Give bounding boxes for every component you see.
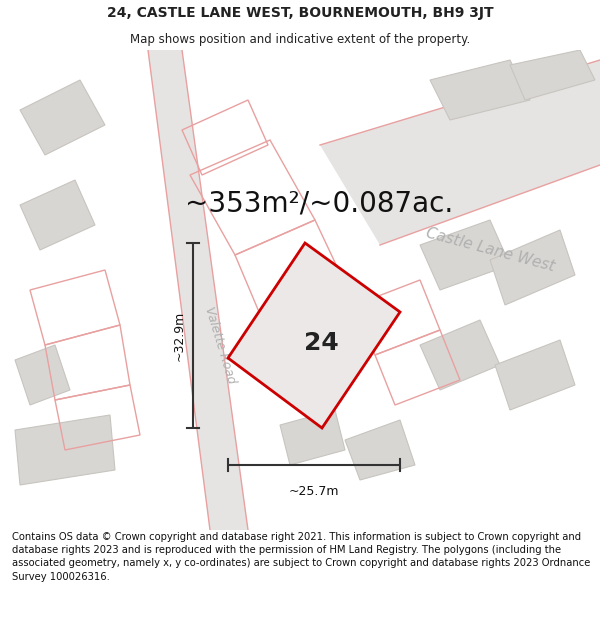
Polygon shape — [495, 340, 575, 410]
Polygon shape — [510, 50, 595, 100]
Polygon shape — [280, 410, 345, 465]
Text: Castle Lane West: Castle Lane West — [424, 226, 556, 274]
Polygon shape — [148, 50, 248, 530]
Text: 24, CASTLE LANE WEST, BOURNEMOUTH, BH9 3JT: 24, CASTLE LANE WEST, BOURNEMOUTH, BH9 3… — [107, 6, 493, 19]
Polygon shape — [20, 80, 105, 155]
Polygon shape — [420, 320, 500, 390]
Text: ~32.9m: ~32.9m — [173, 311, 185, 361]
Polygon shape — [345, 420, 415, 480]
Text: ~353m²/~0.087ac.: ~353m²/~0.087ac. — [185, 189, 453, 217]
Text: 24: 24 — [304, 331, 339, 355]
Polygon shape — [420, 220, 510, 290]
Polygon shape — [15, 415, 115, 485]
Polygon shape — [320, 60, 600, 245]
Text: Valette Road: Valette Road — [202, 305, 238, 385]
Polygon shape — [490, 230, 575, 305]
Polygon shape — [228, 243, 400, 428]
Polygon shape — [430, 60, 530, 120]
Text: Contains OS data © Crown copyright and database right 2021. This information is : Contains OS data © Crown copyright and d… — [12, 532, 590, 581]
Text: ~25.7m: ~25.7m — [289, 485, 339, 498]
Polygon shape — [20, 180, 95, 250]
Polygon shape — [15, 345, 70, 405]
Text: Map shows position and indicative extent of the property.: Map shows position and indicative extent… — [130, 32, 470, 46]
